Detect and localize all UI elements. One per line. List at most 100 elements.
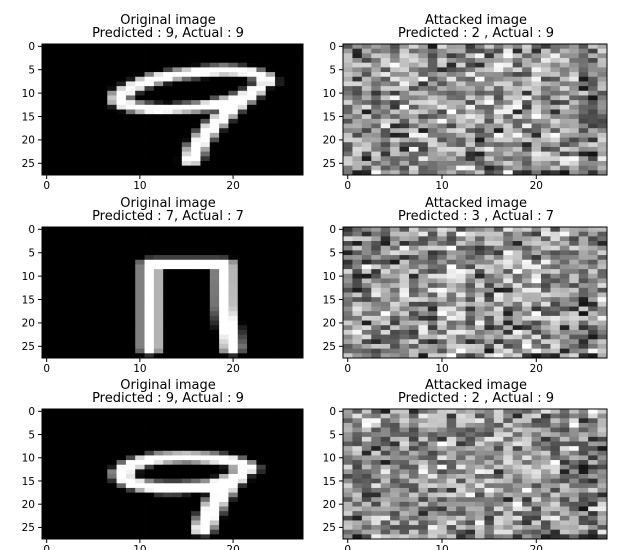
pixel (446, 67, 457, 73)
pixel (191, 487, 201, 493)
pixel (228, 227, 239, 233)
pixel (51, 114, 62, 120)
pixel (475, 501, 485, 507)
pixel (275, 422, 285, 428)
pixel (79, 446, 90, 452)
pixel (69, 506, 80, 512)
pixel (107, 128, 117, 134)
pixel (550, 464, 561, 470)
pixel (144, 497, 155, 503)
pixel (427, 287, 438, 293)
pixel (228, 118, 239, 124)
pixel (163, 469, 173, 475)
pixel (51, 283, 62, 289)
pixel (172, 525, 183, 531)
pixel (343, 413, 353, 419)
y-tick-label: 10 (22, 88, 35, 100)
pixel (51, 441, 62, 447)
pixel (256, 501, 267, 507)
pixel (293, 231, 304, 237)
pixel (456, 151, 466, 157)
pixel (437, 413, 448, 419)
pixel (275, 81, 285, 87)
pixel (409, 62, 419, 68)
pixel (352, 132, 363, 138)
pixel (380, 422, 391, 428)
pixel (228, 339, 239, 345)
pixel (172, 100, 183, 106)
pixel (284, 95, 295, 101)
pixel (352, 86, 363, 92)
pixel (256, 450, 267, 456)
pixel (475, 76, 485, 82)
pixel (484, 520, 495, 526)
pixel (578, 497, 589, 503)
pixel (60, 287, 71, 293)
pixel (163, 227, 173, 233)
pixel (465, 315, 476, 321)
pixel (343, 348, 353, 354)
pixel (512, 483, 523, 489)
pixel (446, 315, 457, 321)
pixel (181, 446, 192, 452)
pixel (69, 156, 80, 162)
pixel (569, 95, 580, 101)
pixel (293, 278, 304, 284)
pixel (153, 76, 164, 82)
pixel (475, 455, 485, 461)
pixel (79, 450, 90, 456)
pixel (247, 132, 257, 138)
pixel (60, 353, 71, 359)
pixel (42, 469, 52, 475)
pixel (541, 273, 551, 279)
pixel (284, 478, 295, 484)
pixel (399, 67, 410, 73)
pixel (97, 497, 108, 503)
pixel (390, 160, 400, 167)
pixel (209, 128, 220, 134)
pixel (484, 53, 495, 59)
pixel (578, 241, 589, 247)
pixel (437, 353, 448, 359)
pixel (125, 123, 136, 129)
pixel (293, 146, 304, 153)
pixel (79, 132, 90, 138)
pixel (361, 250, 372, 256)
pixel (51, 58, 62, 64)
pixel (219, 95, 229, 101)
pixel (116, 255, 127, 261)
pixel (284, 343, 295, 350)
pixel (465, 86, 476, 92)
pixel (371, 409, 382, 415)
pixel (256, 297, 267, 303)
pixel (569, 137, 580, 143)
pixel (97, 269, 108, 275)
pixel (107, 250, 117, 256)
axes-frame (342, 43, 608, 176)
pixel (42, 348, 52, 354)
pixel (79, 128, 90, 134)
pixel (437, 301, 448, 307)
pixel (97, 273, 108, 279)
pixel (475, 250, 485, 256)
pixel (275, 114, 285, 120)
pixel (191, 132, 201, 138)
pixel (107, 525, 117, 531)
pixel (116, 109, 127, 115)
pixel (256, 81, 267, 87)
pixel (163, 236, 173, 242)
pixel (79, 353, 90, 359)
pixel (172, 320, 183, 326)
pixel (42, 315, 52, 321)
pixel (493, 245, 504, 251)
pixel (60, 160, 71, 167)
pixel (559, 478, 570, 484)
pixel (484, 72, 495, 78)
pixel (107, 515, 117, 521)
pixel (343, 86, 353, 92)
pixel (578, 245, 589, 251)
pixel (69, 245, 80, 251)
pixel (163, 137, 173, 143)
pixel (181, 460, 192, 466)
pixel (42, 109, 52, 115)
